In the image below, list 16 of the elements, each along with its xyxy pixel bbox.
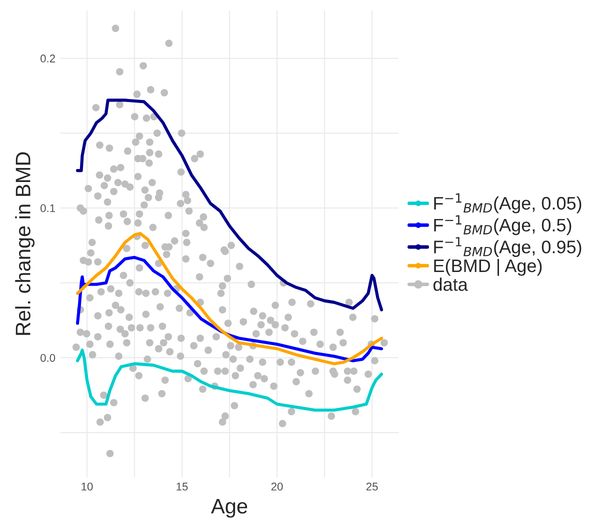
- y-tick-label: 0.0: [40, 354, 56, 362]
- line-series: [76, 256, 384, 362]
- y-tick-label: 0.2: [40, 54, 55, 62]
- legend-label: E(BMD | Age): [434, 258, 542, 276]
- legend-label: F$^{−1}$$_{BMD}$(Age, 0.5): [434, 215, 572, 236]
- y-axis-title: Rel. change in BMD: [15, 152, 35, 335]
- x-tick-label: 15: [176, 482, 188, 491]
- x-axis-title: Age: [211, 499, 248, 518]
- legend-label: data: [433, 278, 468, 291]
- x-tick-label: 25: [366, 482, 378, 491]
- legend-label: F$^{−1}$$_{BMD}$(Age, 0.95): [434, 237, 582, 257]
- x-tick-label: 10: [82, 482, 93, 491]
- legend-label: F$^{−1}$$_{BMD}$(Age, 0.05): [434, 193, 582, 214]
- y-tick-label: 0.1: [40, 204, 55, 212]
- x-tick-label: 20: [271, 482, 283, 491]
- line-series: [76, 98, 384, 312]
